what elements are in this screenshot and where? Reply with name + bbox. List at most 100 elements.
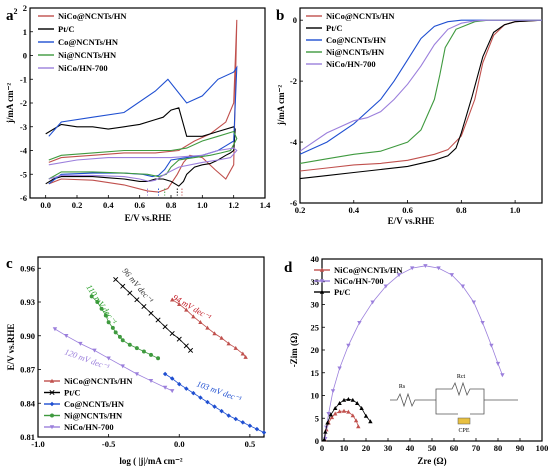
panel-d-xlabel: Zre (Ω) (417, 456, 446, 466)
d-xtick-label: 80 (494, 443, 503, 453)
c-point-pt-c (169, 330, 175, 337)
c-point-nico-ncnts-hn (243, 354, 248, 359)
d-xtick-label: 100 (536, 443, 549, 453)
d-point-pt-c (346, 396, 351, 401)
a-ytick-label: -2 (20, 98, 27, 108)
b-legend-label-co-ncnts-hn: Co@NCNTs/HN (326, 35, 387, 45)
c-legend-label-co-ncnts-hn: Co@NCNTs/HN (64, 399, 125, 409)
c-point-nico-hn-700 (52, 327, 58, 332)
a-xtick-label: 0.2 (72, 200, 83, 210)
c-point-nico-ncnts-hn (233, 345, 238, 350)
c-point-co-ncnts-hn (212, 404, 217, 409)
d-point-nico-ncnts-hn (337, 409, 342, 414)
c-ytick-label: 0.96 (20, 263, 35, 273)
c-point-co-ncnts-hn (247, 423, 253, 428)
panel-d-label: d (284, 260, 293, 276)
panel-b-lsv-chart: b 0.2 0.4 0.6 0.8 1.0 0 -2 -4 -6 E/V vs.RHE j/mA… (276, 7, 543, 226)
d-point-pt-c (333, 406, 338, 410)
c-point-pt-c (134, 297, 140, 303)
d-xtick-label: 10 (340, 443, 349, 453)
c-point-pt-c (113, 276, 119, 283)
d-ytick-label: 30 (311, 300, 320, 310)
d-point-pt-c (322, 437, 327, 442)
d-point-nico-ncnts-hn (329, 415, 335, 420)
a-legend-label-pt-c: Pt/C (58, 24, 75, 34)
c-point-ni-ncnts-hn (156, 356, 161, 361)
a-legend-label-nico-hn-700: NiCo/HN-700 (58, 63, 108, 73)
c-point-nico-hn-700 (78, 341, 83, 346)
c-point-nico-hn-700 (134, 372, 140, 377)
circuit-rs-label: Rs (399, 384, 406, 390)
d-legend-marker (319, 289, 325, 294)
b-xtick-label: 0.6 (402, 205, 413, 215)
d-ytick-label: 40 (311, 254, 320, 264)
c-slope-annotation: 120 mV dec⁻¹ (63, 346, 111, 372)
d-legend-label-nico-ncnts-hn: NiCo@NCNTs/HN (334, 265, 403, 275)
c-point-nico-ncnts-hn (191, 314, 196, 319)
c-point-nico-hn-700 (92, 348, 97, 353)
b-ytick-label: -2 (290, 76, 297, 86)
c-point-nico-hn-700 (106, 356, 111, 361)
panel-d-ylabel: -Zim (Ω) (289, 333, 299, 367)
d-point-nico-ncnts-hn (333, 411, 338, 416)
a-series-nico-hn-700 (48, 147, 238, 182)
a-xtick-label: 0.4 (103, 200, 114, 210)
d-point-nico-ncnts-hn (341, 408, 347, 413)
b-xtick-label: 0.4 (348, 205, 359, 215)
d-xtick-label: 40 (406, 443, 415, 453)
d-xtick-label: 0 (320, 443, 324, 453)
c-legend-marker (49, 389, 55, 396)
d-point-pt-c (350, 397, 355, 402)
c-legend-marker (49, 378, 55, 383)
b-legend-label-pt-c: Pt/C (326, 23, 343, 33)
c-ytick-label: 0.90 (20, 331, 35, 341)
b-series-ni-ncnts-hn (299, 19, 542, 164)
a-ytick-label: 1 (23, 27, 27, 37)
c-point-nico-hn-700 (64, 333, 69, 338)
c-point-co-ncnts-hn (177, 381, 182, 387)
d-point-nico-hn-700 (370, 300, 375, 305)
c-ytick-label: 0.81 (20, 432, 35, 442)
a-ytick-label: 2 (23, 3, 27, 13)
a-ytick-label: -6 (20, 193, 27, 203)
d-point-nico-ncnts-hn (350, 413, 355, 418)
b-series-co-ncnts-hn (299, 19, 542, 155)
b-legend-label-ni-ncnts-hn: Ni@NCNTs/HN (326, 47, 385, 57)
d-ytick-label: 0 (315, 436, 319, 446)
circuit-wires (390, 381, 518, 415)
b-series-pt-c (299, 19, 543, 180)
panel-b-ylabel: j/mA cm⁻² (276, 85, 286, 126)
c-xtick-label: 0.5 (245, 439, 256, 449)
d-xtick-label: 20 (362, 443, 371, 453)
d-point-nico-hn-700 (346, 343, 351, 348)
c-legend-label-ni-ncnts-hn: Ni@NCNTs/HN (64, 411, 123, 421)
b-legend-label-nico-hn-700: NiCo/HN-700 (326, 59, 376, 69)
panel-a-xlabel: E/V vs.RHE (125, 213, 172, 223)
c-point-co-ncnts-hn (261, 430, 267, 435)
d-ytick-label: 35 (311, 277, 320, 287)
a-ytick-label: -5 (20, 169, 27, 179)
d-point-nico-hn-700 (495, 361, 501, 366)
c-point-pt-c (176, 336, 182, 342)
panel-a-cv-chart: a2 0.0 0.2 0.4 0.6 0.8 1.0 1.2 1.4 2 1 0 -1 -2 -3 -4 -5… (5, 3, 271, 223)
c-point-ni-ncnts-hn (113, 330, 118, 335)
panel-a-label: a2 (6, 7, 18, 24)
d-ytick-label: 5 (315, 413, 319, 423)
c-point-co-ncnts-hn (240, 420, 246, 425)
a-xtick-label: 0.8 (166, 200, 177, 210)
panel-c-legend: NiCo@NCNTs/HN Pt/CCo@NCNTs/HN Ni@NCNTs/HNN… (44, 376, 133, 432)
d-point-nico-ncnts-hn (353, 418, 359, 423)
d-point-pt-c (363, 413, 369, 418)
c-legend-label-nico-ncnts-hn: NiCo@NCNTs/HN (64, 376, 133, 386)
c-ytick-label: 0.87 (20, 365, 36, 375)
c-point-nico-ncnts-hn (184, 307, 189, 312)
d-point-pt-c (325, 420, 330, 425)
panel-b-xlabel: E/V vs.RHE (388, 216, 435, 226)
c-point-nico-hn-700 (169, 389, 175, 394)
c-point-ni-ncnts-hn (117, 334, 122, 339)
d-point-nico-hn-700 (489, 343, 494, 348)
c-point-ni-ncnts-hn (120, 338, 125, 343)
c-point-pt-c (148, 310, 154, 316)
c-point-co-ncnts-hn (254, 426, 260, 432)
d-point-pt-c (323, 429, 328, 434)
